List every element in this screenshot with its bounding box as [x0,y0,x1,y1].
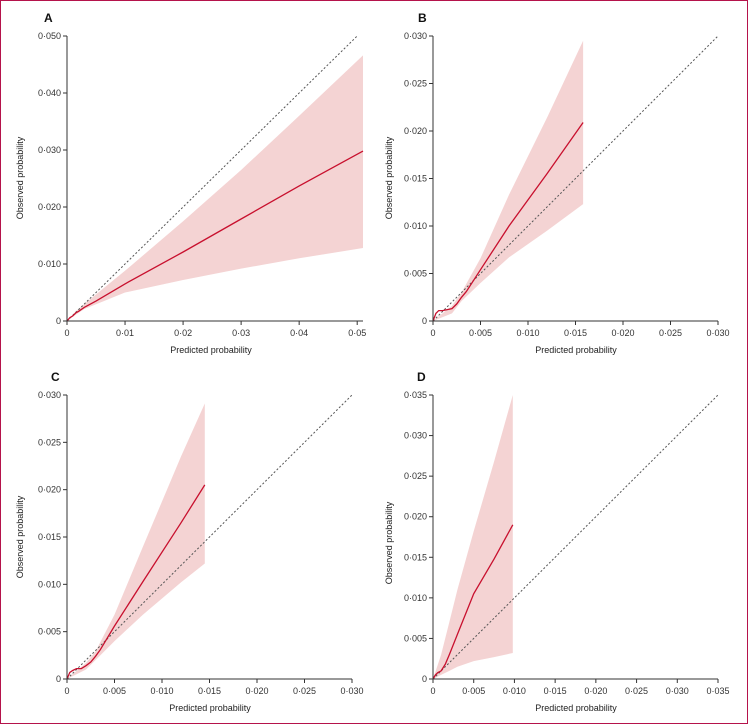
panel-d-x-tick-label: 0·020 [584,686,607,696]
panel-a-x-tick-label: 0·04 [290,328,308,338]
panel-c: C Predicted probability Observed probabi… [15,370,364,713]
panel-b-y-tick-label: 0·005 [404,269,427,279]
panel-b-x-tick-label: 0·025 [659,328,682,338]
panel-d-y-tick-label: 0·025 [404,471,427,481]
panel-a-y-tick-label: 0·010 [38,259,61,269]
panel-a-x-tick-label: 0·01 [116,328,134,338]
panel-b-x-axis-title: Predicted probability [535,345,617,355]
panel-c-x-tick-label: 0·010 [150,686,173,696]
panel-b-y-tick-label: 0 [422,316,427,326]
panel-a-y-axis-title: Observed probability [15,136,25,219]
panel-d-x-tick-label: 0·005 [462,686,485,696]
panel-a-x-axis-title: Predicted probability [170,345,252,355]
panel-b-y-tick-label: 0·030 [404,31,427,41]
panel-b-reference-diagonal [432,35,719,322]
panel-d-y-tick-label: 0·035 [404,390,427,400]
panel-a-x-tick-label: 0 [64,328,69,338]
panel-c-x-tick-label: 0·005 [103,686,126,696]
panel-c-x-tick-label: 0·030 [340,686,363,696]
panel-d-y-tick-label: 0·030 [404,431,427,441]
panel-c-x-axis-title: Predicted probability [169,703,251,713]
panel-a-label: A [44,11,53,25]
panel-c-y-tick-label: 0·010 [38,579,61,589]
panel-d-y-tick-label: 0·015 [404,552,427,562]
panel-c-y-tick-label: 0·025 [38,437,61,447]
panel-b-y-tick-label: 0·015 [404,174,427,184]
panel-d-x-tick-label: 0·025 [625,686,648,696]
panel-a: A Predicted probability Observed probabi… [15,11,366,355]
panel-b-x-tick-label: 0·005 [469,328,492,338]
panel-d-x-tick-label: 0·015 [544,686,567,696]
panel-d-x-axis-title: Predicted probability [535,703,617,713]
panel-c-x-tick-label: 0·015 [198,686,221,696]
panel-b-confidence-band [433,40,584,322]
panel-a-x-tick-label: 0·05 [348,328,366,338]
panel-d-y-tick-label: 0·005 [404,633,427,643]
panel-d-x-tick-label: 0·030 [666,686,689,696]
panel-d-label: D [417,370,426,384]
panel-a-y-tick-label: 0 [56,316,61,326]
panel-b-x-tick-label: 0·010 [516,328,539,338]
panel-c-x-tick-label: 0·020 [245,686,268,696]
panel-d-x-tick-label: 0·010 [503,686,526,696]
panel-b: B Predicted probability Observed probabi… [384,11,730,355]
panel-c-y-tick-label: 0·015 [38,532,61,542]
panel-a-calibration-line [66,150,364,322]
panel-a-y-tick-label: 0·050 [38,31,61,41]
panel-d-confidence-band [433,395,513,679]
panel-c-calibration-line [66,484,206,680]
panel-c-x-tick-label: 0 [64,686,69,696]
panel-a-y-tick-label: 0·030 [38,145,61,155]
panel-c-y-tick-label: 0 [56,674,61,684]
panel-c-y-tick-label: 0·020 [38,485,61,495]
panel-d-reference-diagonal [432,394,719,680]
panel-c-x-tick-label: 0·025 [293,686,316,696]
panel-b-calibration-line [432,122,584,322]
panel-c-y-axis-title: Observed probability [15,495,25,578]
panel-b-y-axis-title: Observed probability [384,136,394,219]
panel-b-y-tick-label: 0·025 [404,79,427,89]
panel-b-y-tick-label: 0·020 [404,126,427,136]
panel-d-calibration-line [432,524,514,680]
panel-a-y-tick-label: 0·040 [38,88,61,98]
panel-b-x-tick-label: 0·020 [611,328,634,338]
panel-b-x-tick-label: 0·015 [564,328,587,338]
panel-a-confidence-band [67,55,363,322]
panel-b-x-tick-label: 0 [430,328,435,338]
panel-d-x-tick-label: 0·035 [706,686,729,696]
panel-a-x-tick-label: 0·03 [232,328,250,338]
panel-d: D Predicted probability Observed probabi… [384,370,730,713]
panel-b-y-tick-label: 0·010 [404,221,427,231]
panel-b-label: B [418,11,427,25]
panel-d-y-tick-label: 0·020 [404,512,427,522]
panel-d-x-tick-label: 0 [430,686,435,696]
panel-c-y-tick-label: 0·030 [38,390,61,400]
panel-d-y-tick-label: 0·010 [404,593,427,603]
panel-d-y-tick-label: 0 [422,674,427,684]
panel-c-reference-diagonal [66,394,353,680]
panel-c-y-tick-label: 0·005 [38,627,61,637]
panel-d-y-axis-title: Observed probability [384,501,394,584]
panel-a-x-tick-label: 0·02 [174,328,192,338]
panel-b-x-tick-label: 0·030 [706,328,729,338]
panel-c-label: C [51,370,60,384]
panel-c-confidence-band [67,403,205,679]
panel-a-y-tick-label: 0·020 [38,202,61,212]
